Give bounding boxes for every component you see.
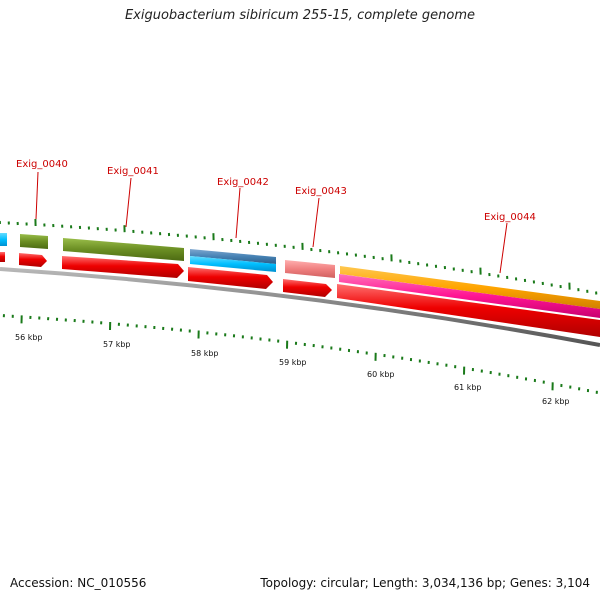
gene-block-exig-0041 (63, 238, 184, 261)
genome-backbone (0, 267, 600, 347)
gene-block-cyan-partial (0, 233, 7, 246)
cds-arrow-exig-0043 (283, 279, 332, 297)
scale-label-58-kbp: 58 kbp (191, 349, 219, 358)
scale-label-60-kbp: 60 kbp (367, 370, 395, 379)
leader-line-exig-0043 (312, 197, 320, 248)
gene-label-exig-0042: Exig_0042 (217, 177, 269, 188)
cds-arrow-exig-0042 (188, 267, 273, 289)
scale-tick-ring (2, 314, 598, 394)
leader-line-exig-0040 (35, 171, 39, 220)
leader-line-exig-0044 (499, 222, 508, 274)
gene-block-exig-0040 (20, 234, 48, 249)
gene-block-exig-0042-bottom (190, 256, 276, 272)
scale-labels: 56 kbp 57 kbp 58 kbp 59 kbp 60 kbp 61 kb… (15, 333, 570, 406)
feature-tracks (0, 233, 600, 337)
scale-label-62-kbp: 62 kbp (542, 397, 570, 406)
gene-block-exig-0043 (285, 260, 335, 278)
cds-arrow-exig-0041 (62, 256, 184, 278)
gene-leader-lines (35, 171, 508, 274)
scale-label-56-kbp: 56 kbp (15, 333, 43, 342)
outer-tick-ring (0, 218, 598, 295)
genome-summary-text: Topology: circular; Length: 3,034,136 bp… (260, 576, 590, 590)
cds-arrow-exig-0044 (337, 284, 600, 337)
gene-label-exig-0041: Exig_0041 (107, 166, 159, 177)
cds-arrow-partial (0, 252, 5, 262)
gene-block-exig-0044-orange (340, 266, 600, 309)
gene-labels: Exig_0040 Exig_0041 Exig_0042 Exig_0043 … (16, 159, 536, 223)
cds-arrow-exig-0040 (19, 253, 47, 267)
leader-line-exig-0042 (235, 187, 241, 239)
gene-block-exig-0042-top (190, 249, 276, 264)
gene-label-exig-0040: Exig_0040 (16, 159, 68, 170)
scale-label-59-kbp: 59 kbp (279, 358, 307, 367)
leader-line-exig-0041 (125, 177, 132, 228)
gene-label-exig-0044: Exig_0044 (484, 212, 536, 223)
scale-label-61-kbp: 61 kbp (454, 383, 482, 392)
accession-text: Accession: NC_010556 (10, 576, 147, 590)
gene-label-exig-0043: Exig_0043 (295, 186, 347, 197)
scale-label-57-kbp: 57 kbp (103, 340, 131, 349)
map-title: Exiguobacterium sibiricum 255-15, comple… (124, 8, 476, 23)
gene-block-exig-0044-magenta (339, 274, 600, 318)
